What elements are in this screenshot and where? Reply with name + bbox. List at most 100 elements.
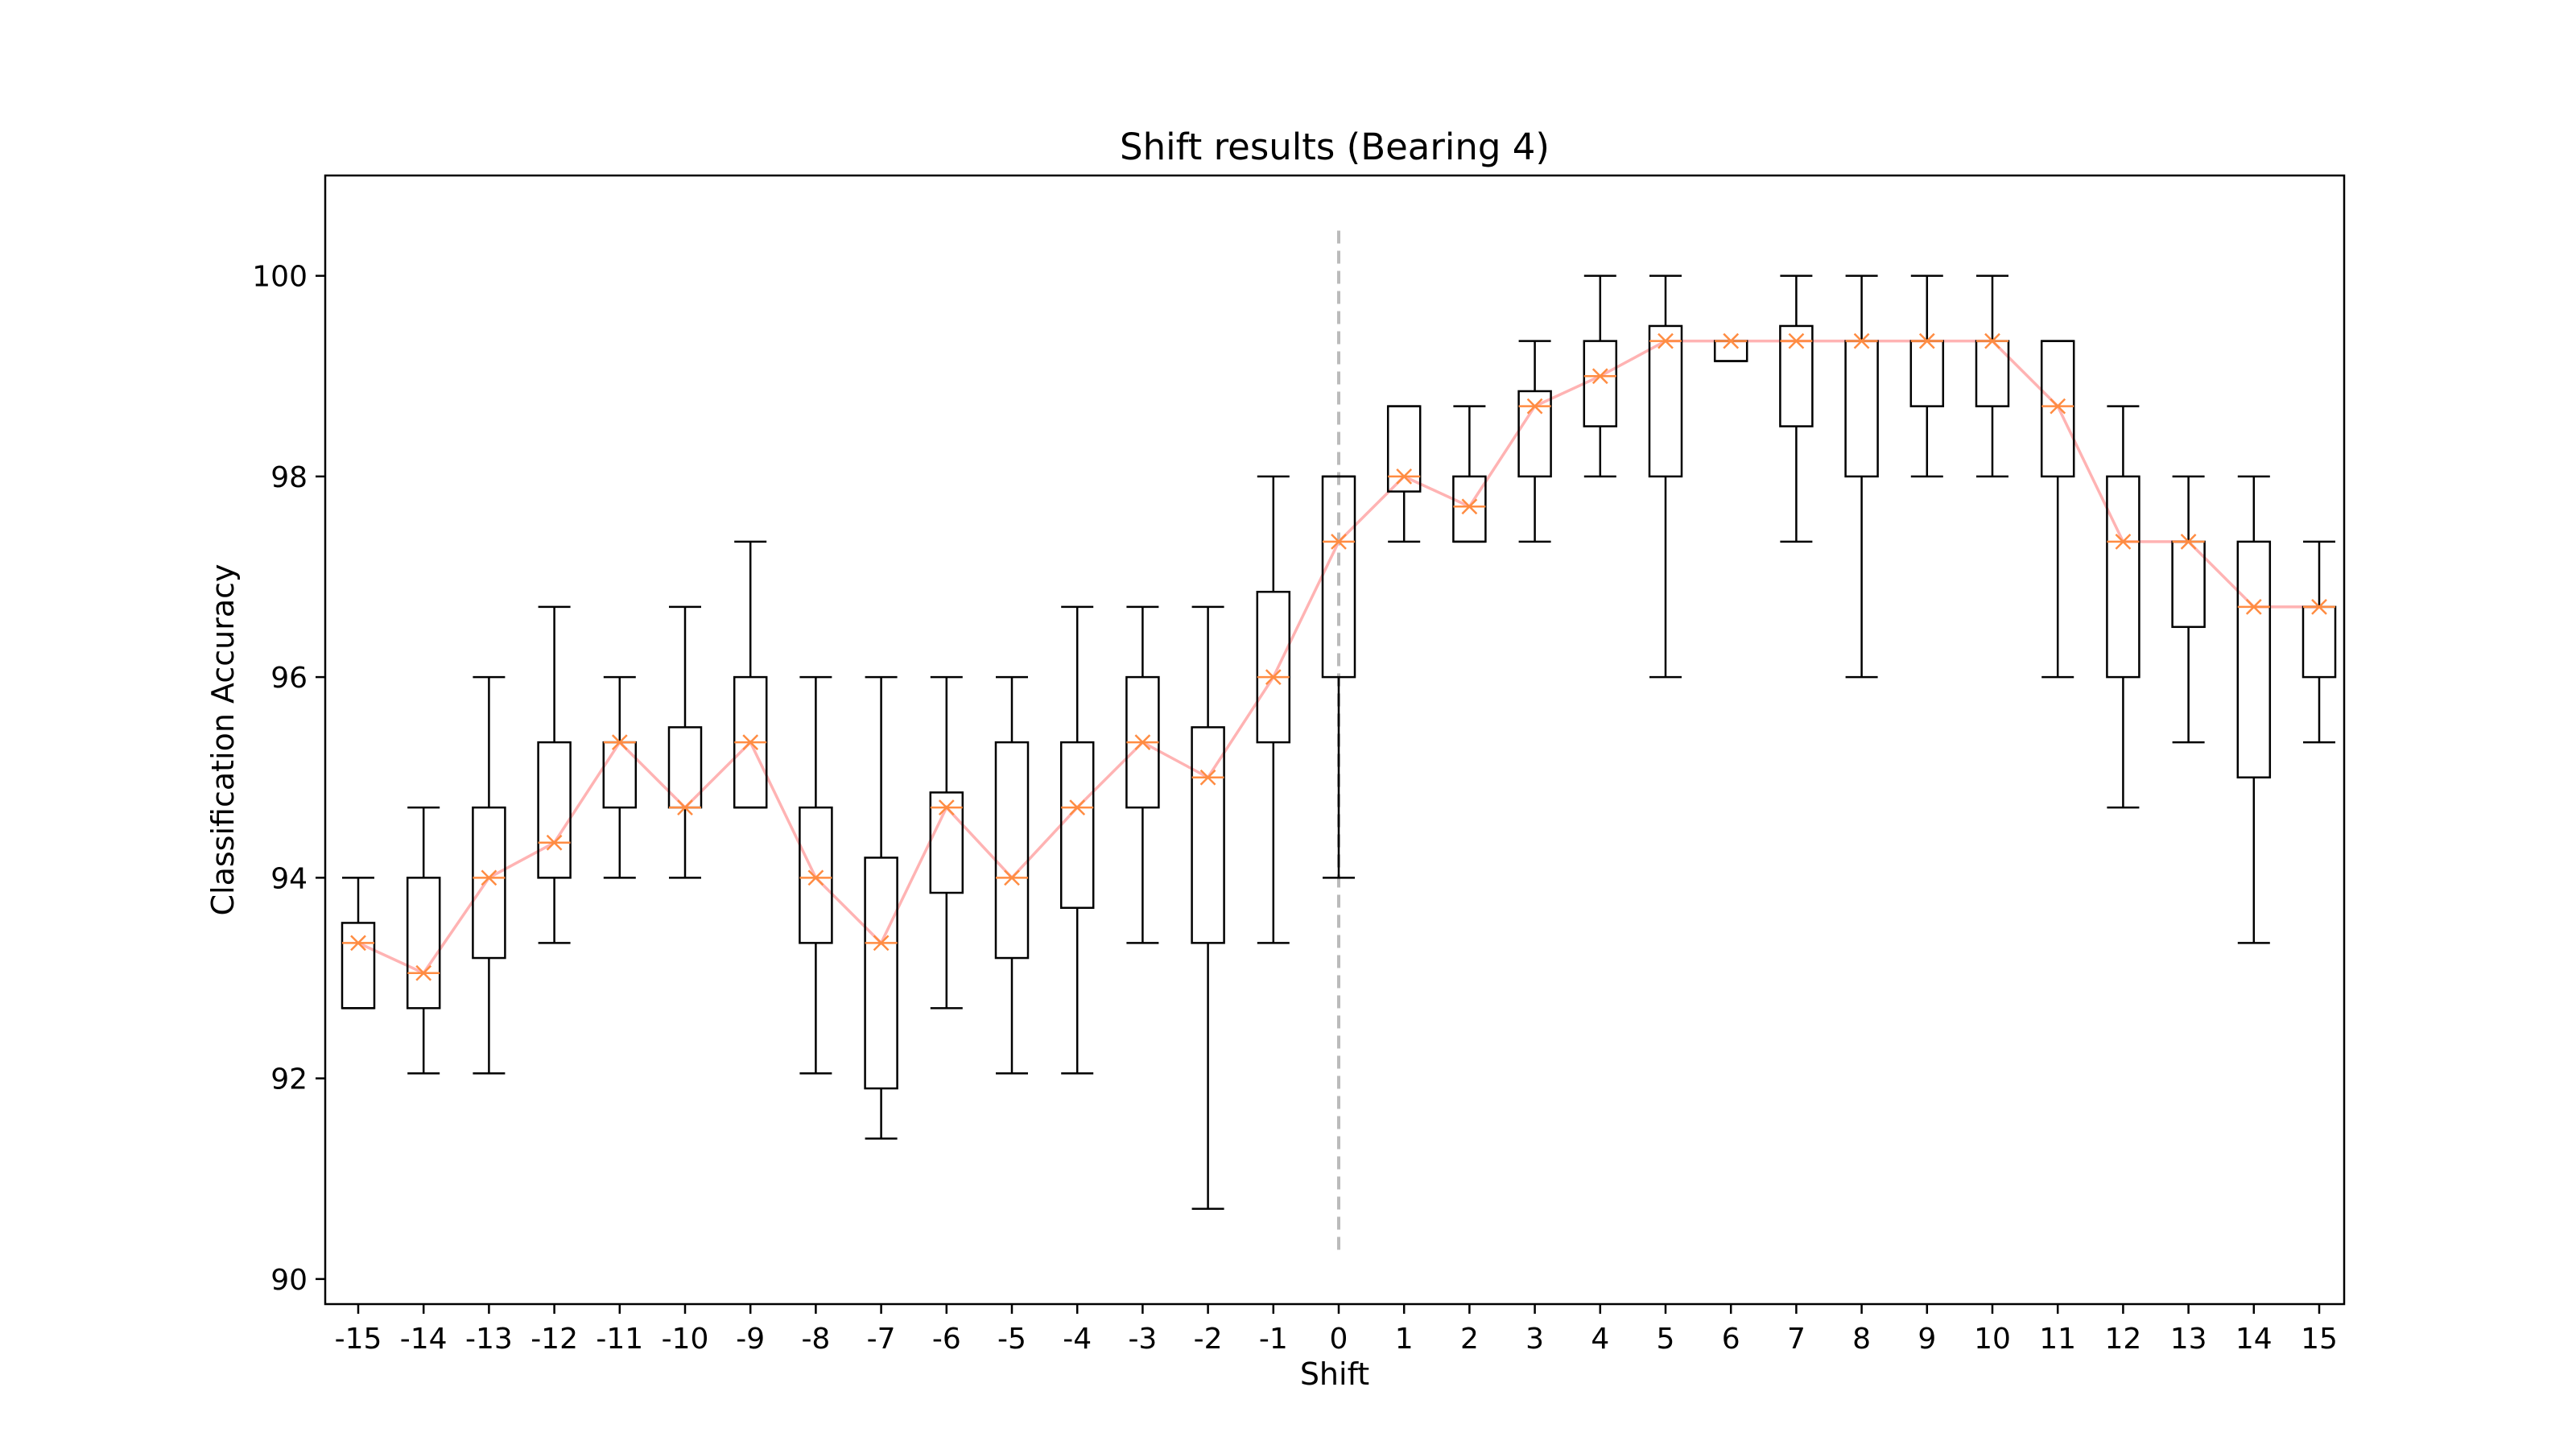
plot-area	[324, 174, 2346, 1306]
box-body	[1452, 475, 1487, 543]
median-marker--2	[1199, 769, 1216, 786]
box-9	[1909, 275, 1945, 478]
median-marker-4	[1591, 368, 1608, 385]
median-marker-8	[1853, 332, 1870, 349]
box-5	[1648, 275, 1683, 679]
median-marker--8	[807, 869, 824, 886]
x-tick-label: 13	[2170, 1323, 2207, 1356]
box--2	[1191, 605, 1225, 1210]
box--7	[864, 675, 898, 1140]
y-tick-label: 98	[270, 461, 308, 494]
median-marker-12	[2115, 533, 2132, 550]
median-marker-stroke	[742, 734, 759, 750]
box-body	[994, 741, 1030, 960]
median-marker--9	[742, 734, 759, 750]
box-1	[1386, 405, 1422, 543]
box-body	[1059, 741, 1095, 909]
box-3	[1517, 340, 1552, 543]
x-tick-label: 4	[1591, 1323, 1609, 1356]
median-marker-stroke	[1853, 332, 1870, 349]
median-marker--12	[546, 834, 563, 851]
x-tick-label: 9	[1918, 1323, 1936, 1356]
median-marker-10	[1984, 332, 2000, 349]
box-body	[1256, 590, 1291, 744]
median-marker--5	[1004, 869, 1020, 886]
box-body	[2040, 340, 2075, 478]
median-marker--15	[350, 935, 366, 952]
box--1	[1256, 475, 1291, 944]
median-marker-9	[1918, 332, 1935, 349]
box--8	[799, 675, 833, 1075]
x-tick-label: -8	[801, 1323, 830, 1356]
plot-frame	[324, 174, 2346, 1306]
median-marker-15	[2311, 598, 2327, 615]
box-body	[2106, 475, 2140, 679]
x-tick-label: 1	[1395, 1323, 1414, 1356]
x-tick-label: -11	[596, 1323, 643, 1356]
median-marker-stroke	[1657, 332, 1674, 349]
y-axis: 90 92 94 96 98 100	[252, 261, 325, 1297]
x-tick-label: 10	[1974, 1323, 2011, 1356]
median-marker--3	[1134, 734, 1151, 750]
x-tick-label: 6	[1722, 1323, 1740, 1356]
x-tick-label: -9	[736, 1323, 765, 1356]
median-marker-stroke	[1265, 669, 1282, 685]
box-body	[1648, 324, 1683, 478]
median-marker-2	[1461, 498, 1478, 515]
median-marker-stroke	[1723, 332, 1740, 349]
median-marker-stroke	[1984, 332, 2000, 349]
y-tick-label: 94	[270, 862, 308, 895]
x-tick-label: -7	[867, 1323, 896, 1356]
median-marker-13	[2180, 533, 2197, 550]
median-marker--10	[677, 799, 693, 816]
box-0	[1321, 475, 1356, 879]
x-tick-label: -13	[465, 1323, 513, 1356]
x-axis-label: Shift	[1300, 1356, 1369, 1392]
median-marker-stroke	[2115, 533, 2132, 550]
median-marker-stroke	[938, 799, 955, 816]
median-marker-stroke	[1461, 498, 1478, 515]
x-tick-label: -12	[530, 1323, 578, 1356]
box--13	[472, 675, 506, 1075]
box--6	[929, 675, 964, 1009]
box-body	[406, 877, 441, 1009]
box-body	[2236, 540, 2272, 778]
box-body	[799, 806, 833, 944]
median-marker--14	[415, 964, 432, 981]
x-tick-label: 12	[2104, 1323, 2141, 1356]
median-marker-stroke	[415, 964, 432, 981]
median-marker-stroke	[2050, 398, 2066, 415]
median-marker-stroke	[1396, 468, 1413, 485]
median-marker-stroke	[1134, 734, 1151, 750]
x-tick-label: -15	[335, 1323, 382, 1356]
median-marker-stroke	[1788, 332, 1805, 349]
x-tick-label: 0	[1330, 1323, 1348, 1356]
x-tick-label: 11	[2039, 1323, 2076, 1356]
box-body	[1386, 405, 1422, 493]
box--15	[341, 877, 376, 1009]
median-marker-stroke	[2311, 598, 2327, 615]
median-marker-11	[2050, 398, 2066, 415]
median-marker-stroke	[1331, 533, 1347, 550]
median-marker-stroke	[1199, 769, 1216, 786]
x-tick-label: 8	[1852, 1323, 1871, 1356]
median-marker--7	[873, 935, 890, 952]
x-tick-label: 14	[2235, 1323, 2273, 1356]
box--12	[537, 605, 572, 944]
y-tick-label: 90	[270, 1264, 308, 1297]
x-tick-label: -1	[1259, 1323, 1288, 1356]
median-marker-stroke	[807, 869, 824, 886]
x-tick-label: 2	[1460, 1323, 1479, 1356]
median-marker-1	[1396, 468, 1413, 485]
box-body	[1583, 340, 1618, 427]
x-tick-label: -14	[400, 1323, 448, 1356]
x-tick-label: -10	[662, 1323, 709, 1356]
box-layer	[341, 275, 2337, 1210]
median-marker-stroke	[1591, 368, 1608, 385]
y-tick-label: 100	[252, 261, 308, 294]
box-body	[341, 922, 376, 1009]
box-body	[537, 741, 572, 879]
median-marker-7	[1788, 332, 1805, 349]
